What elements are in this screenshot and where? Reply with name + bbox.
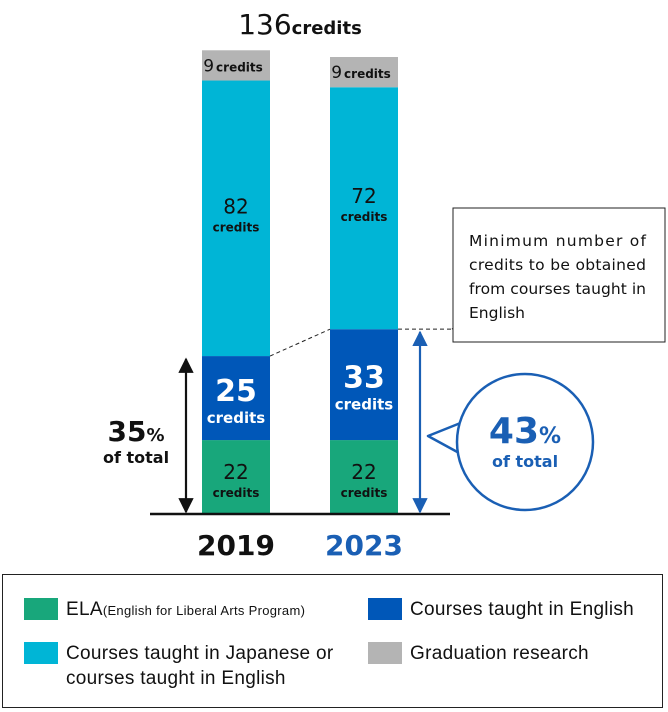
legend-item-japanese: Courses taught in Japanese or courses ta… bbox=[24, 641, 354, 691]
unit-label-ela-2023: credits bbox=[341, 486, 388, 500]
value-label-ela-2023: 22 bbox=[351, 460, 376, 484]
bar-segment-ela-2023 bbox=[330, 440, 398, 514]
connector-dashed-2019-2023 bbox=[269, 328, 331, 357]
value-label-english-2019: 25 bbox=[215, 374, 257, 409]
legend-swatch-japanese bbox=[24, 642, 58, 664]
value-label-english-2023: 33 bbox=[343, 361, 385, 396]
bar-segment-graduation-2019 bbox=[202, 50, 270, 81]
callout-text-line-2: credits to be obtained bbox=[469, 256, 646, 274]
legend-item-english: Courses taught in English bbox=[368, 597, 634, 622]
bar-segment-ela-2019 bbox=[202, 440, 270, 514]
callout-box bbox=[452, 207, 666, 343]
bar-segment-english-2019 bbox=[202, 356, 270, 441]
callout-text-line-1: Minimum number of bbox=[469, 232, 647, 250]
pct-text-2019: of total bbox=[103, 448, 169, 467]
total-label: 136credits bbox=[238, 8, 362, 41]
legend-label-japanese: Courses taught in Japanese or courses ta… bbox=[66, 643, 334, 689]
legend-swatch-ela bbox=[24, 598, 58, 620]
legend-item-ela: ELA(English for Liberal Arts Program) bbox=[24, 597, 305, 623]
legend-swatch-graduation bbox=[368, 642, 402, 664]
category-label-2023: 2023 bbox=[325, 529, 403, 562]
value-label-graduation-2023: 9 credits bbox=[331, 63, 391, 83]
pct-label-2019: 35% bbox=[107, 415, 164, 448]
category-label-2019: 2019 bbox=[197, 529, 275, 562]
callout-text-line-3: from courses taught in bbox=[469, 280, 646, 298]
unit-label-japanese-2023: credits bbox=[341, 210, 388, 224]
legend-label-english: Courses taught in English bbox=[410, 599, 635, 620]
legend-label-ela: ELA bbox=[66, 599, 103, 620]
legend-item-graduation: Graduation research bbox=[368, 641, 589, 666]
bar-segment-japanese-2023 bbox=[330, 87, 398, 330]
legend: ELA(English for Liberal Arts Program) Co… bbox=[2, 574, 663, 708]
value-label-graduation-2019: 9 credits bbox=[203, 56, 263, 76]
legend-label-graduation: Graduation research bbox=[410, 643, 589, 664]
unit-label-english-2023: credits bbox=[335, 396, 394, 414]
bar-segment-japanese-2019 bbox=[202, 80, 270, 357]
legend-sublabel-ela: (English for Liberal Arts Program) bbox=[102, 603, 306, 618]
bubble-seam-cover bbox=[461, 424, 468, 452]
value-label-japanese-2019: 82 bbox=[223, 194, 248, 218]
legend-swatch-english bbox=[368, 598, 402, 620]
pct-bubble-2023 bbox=[455, 372, 595, 512]
bar-segment-english-2023 bbox=[330, 329, 398, 441]
value-label-ela-2019: 22 bbox=[223, 460, 248, 484]
unit-label-ela-2019: credits bbox=[213, 486, 260, 500]
unit-label-japanese-2019: credits bbox=[213, 220, 260, 234]
bar-segment-graduation-2023 bbox=[330, 57, 398, 88]
unit-label-english-2019: credits bbox=[207, 409, 266, 427]
pct-text-2023: of total bbox=[492, 452, 558, 471]
callout-text-line-4: English bbox=[469, 304, 525, 322]
value-label-japanese-2023: 72 bbox=[351, 184, 376, 208]
